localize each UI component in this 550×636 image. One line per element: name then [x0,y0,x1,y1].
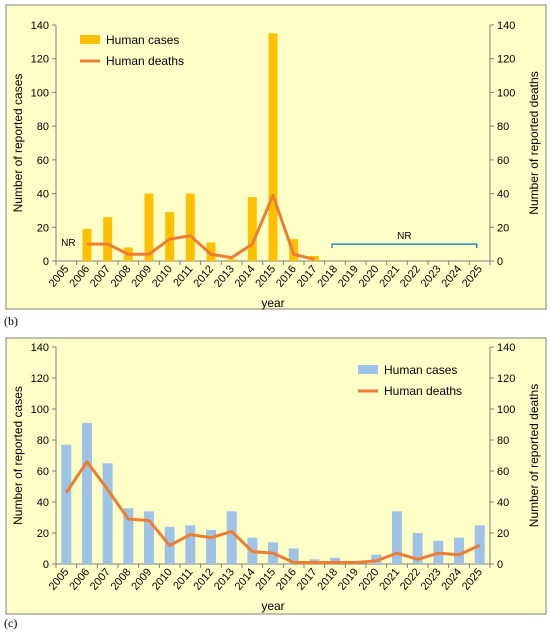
bar-human-cases [82,422,92,564]
y-tick-label-right: 20 [497,528,509,540]
y-tick-label-left: 60 [37,466,49,478]
bar-human-cases [102,463,113,564]
bar-human-cases [454,537,464,564]
y-axis-title-left: Number of reported cases [11,386,25,525]
x-axis-title: year [261,599,284,613]
legend-swatch-human-cases [80,35,100,44]
y-tick-label-right: 20 [497,222,509,234]
y-tick-label-left: 0 [43,256,49,268]
y-axis-title-left: Number of reported cases [11,74,25,213]
y-tick-label-left: 80 [37,435,49,447]
y-tick-label-left: 140 [31,20,49,32]
y-tick-label-left: 20 [37,222,49,234]
y-tick-label-right: 140 [497,20,515,32]
y-tick-label-right: 60 [497,466,509,478]
bar-human-cases [247,196,257,261]
bar-human-cases [288,548,299,564]
y-tick-label-left: 80 [37,121,49,133]
y-tick-label-left: 60 [37,155,49,167]
annotation-nr: NR [61,238,75,249]
bar-human-cases [206,529,216,564]
y-tick-label-right: 100 [497,87,515,99]
y-tick-label-right: 40 [497,497,509,509]
y-tick-label-left: 40 [37,497,49,509]
y-tick-label-right: 140 [497,342,515,354]
line-human-deaths [65,460,481,564]
y-tick-label-left: 140 [31,342,49,354]
bar-human-cases [227,259,237,261]
bar-human-cases [144,511,154,564]
y-tick-label-left: 0 [43,559,49,571]
legend-label-human-cases: Human cases [106,33,179,47]
legend-swatch-human-cases [358,365,378,374]
bar-human-cases [330,557,340,564]
y-tick-label-left: 40 [37,189,49,201]
y-tick-label-left: 120 [31,373,49,385]
bar-human-cases [206,242,216,261]
legend-label-human-cases: Human cases [384,363,457,377]
bar-human-cases [185,193,195,261]
y-axis-title-right: Number of reported deaths [527,384,541,527]
bar-human-cases [144,193,154,261]
y-tick-label-right: 80 [497,121,509,133]
panel-label-b: (b) [4,314,18,328]
y-tick-label-left: 120 [31,54,49,66]
y-tick-label-right: 0 [497,256,503,268]
y-axis-title-right: Number of reported deaths [527,71,541,214]
y-tick-label-left: 100 [31,87,49,99]
bar-human-cases [268,33,278,261]
line-human-deaths [87,193,315,261]
y-tick-label-left: 20 [37,528,49,540]
y-tick-label-left: 100 [31,404,49,416]
bar-human-cases [103,217,113,261]
y-tick-label-right: 120 [497,373,515,385]
y-tick-label-right: 80 [497,435,509,447]
y-tick-label-right: 100 [497,404,515,416]
legend-label-human-deaths: Human deaths [106,54,184,68]
bar-human-cases [226,511,237,564]
bar-human-cases [165,212,175,261]
y-tick-label-right: 60 [497,155,509,167]
bar-human-cases [123,508,134,564]
bar-human-cases [392,511,402,564]
y-tick-label-right: 120 [497,54,515,66]
annotation-nr: NR [397,231,411,242]
bar-human-cases [474,525,485,564]
annotation-nr-bracket [331,243,478,249]
x-axis-title: year [261,296,284,310]
y-tick-label-right: 0 [497,559,503,571]
legend-label-human-deaths: Human deaths [384,384,462,398]
y-tick-label-right: 40 [497,189,509,201]
bar-human-cases [412,533,423,564]
bar-human-cases [185,525,196,564]
panel-label-c: (c) [4,616,18,630]
bar-human-cases [61,444,72,564]
